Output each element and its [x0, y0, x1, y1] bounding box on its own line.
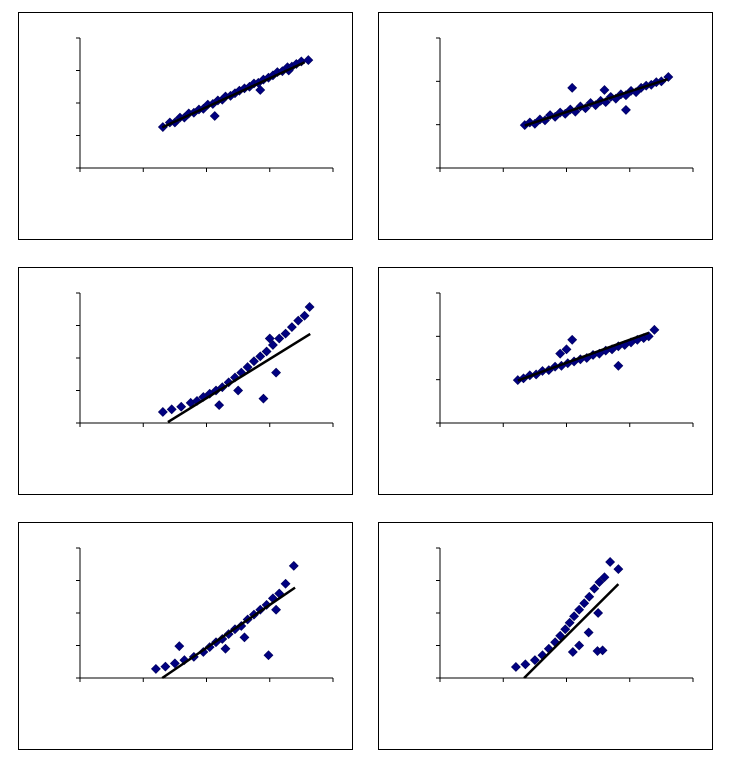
scatter-point — [174, 641, 185, 652]
scatter-point — [589, 583, 600, 594]
scatter-point — [555, 630, 566, 641]
scatter-point — [599, 572, 610, 583]
scatter-point — [303, 55, 314, 66]
scatter-point — [574, 604, 585, 615]
scatter-point — [599, 85, 610, 95]
scatter-point — [261, 599, 272, 610]
trend-line — [524, 77, 669, 127]
scatter-point — [233, 385, 244, 396]
scatter-point — [613, 360, 624, 371]
scatter-point — [150, 663, 161, 674]
chart-border — [18, 522, 353, 750]
chart-border — [18, 267, 353, 495]
scatter-point — [258, 393, 269, 404]
scatter-point — [255, 85, 266, 95]
trend-line — [523, 583, 620, 679]
scatter-point — [288, 560, 299, 571]
scatter-point — [594, 577, 605, 588]
scatter-point — [249, 356, 259, 367]
scatter-point — [567, 334, 578, 345]
scatter-point — [613, 564, 624, 575]
scatter-point — [597, 645, 608, 656]
scatter-point — [209, 111, 220, 121]
scatter-point — [160, 661, 171, 672]
scatter-point — [567, 82, 578, 93]
scatter-point — [520, 659, 531, 670]
scatter-point — [293, 315, 304, 326]
trend-line — [161, 61, 306, 129]
scatter-point — [263, 650, 274, 661]
scatter-point — [584, 591, 595, 602]
trend-line — [517, 331, 650, 382]
scatter-point — [286, 322, 297, 333]
scatter-point — [223, 377, 234, 388]
scatter-point — [157, 407, 168, 417]
scatter-point — [274, 333, 285, 344]
scatter-point — [166, 404, 177, 415]
scatter-point — [264, 333, 275, 344]
scatter-point — [304, 302, 315, 312]
scatter-point — [593, 608, 604, 618]
scatter-point — [261, 346, 272, 357]
trend-line — [161, 586, 296, 680]
scatter-point — [529, 655, 540, 666]
scatter-point — [179, 655, 190, 666]
scatter-point — [579, 598, 590, 609]
scatter-point — [204, 388, 215, 399]
scatter-point — [621, 105, 631, 115]
scatter-point — [267, 340, 278, 350]
chart-border — [378, 522, 713, 750]
scatter-point — [510, 662, 521, 672]
scatter-point — [567, 647, 578, 657]
chart-panel — [378, 522, 713, 750]
chart-panel — [378, 12, 713, 240]
chart-panel — [18, 267, 353, 495]
scatter-point — [299, 310, 310, 321]
chart-panel — [18, 12, 353, 240]
scatter-point — [605, 557, 616, 567]
scatter-point — [176, 401, 187, 412]
scatter-point — [280, 578, 291, 589]
chart-border — [378, 267, 713, 495]
scatter-point — [217, 634, 228, 644]
scatter-point — [271, 604, 281, 615]
trend-line — [167, 332, 311, 424]
scatter-point — [555, 348, 566, 359]
scatter-point — [239, 632, 250, 643]
scatter-point — [214, 400, 225, 411]
scatter-point — [569, 611, 580, 622]
scatter-point — [220, 643, 231, 654]
chart-panel — [378, 267, 713, 495]
scatter-point — [236, 621, 247, 631]
scatter-point — [564, 617, 575, 628]
scatter-point — [560, 624, 571, 635]
scatter-point — [255, 351, 266, 362]
scatter-point — [280, 328, 291, 339]
scatter-point — [271, 367, 281, 378]
chart-panel — [18, 522, 353, 750]
scatter-point — [561, 344, 572, 355]
chart-border — [18, 12, 353, 240]
scatter-point — [649, 324, 660, 335]
chart-border — [378, 12, 713, 240]
scatter-point — [574, 640, 585, 651]
scatter-point — [169, 658, 180, 669]
scatter-point — [583, 627, 594, 638]
